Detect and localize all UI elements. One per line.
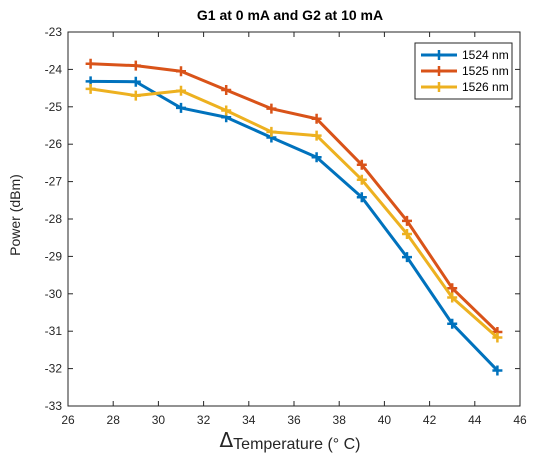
data-point-marker (356, 159, 367, 170)
legend-marker (434, 50, 444, 60)
y-tick-label: -23 (45, 25, 63, 39)
data-point-marker (85, 83, 96, 94)
plot-area: 26 28 30 32 34 36 38 40 42 44 46 -23 -24 -25 -26 -27 -28… (45, 25, 527, 427)
x-tick-label: 28 (107, 413, 121, 427)
data-point-marker (356, 174, 367, 185)
y-tick-label: -26 (45, 137, 63, 151)
data-point-marker (221, 84, 232, 95)
data-point-marker (130, 60, 141, 71)
x-tick-label: 38 (333, 413, 347, 427)
data-point-marker (176, 102, 186, 113)
data-point-marker (176, 85, 186, 96)
data-point-marker (447, 283, 458, 294)
y-tick-label: -31 (45, 324, 63, 338)
x-axis-label: ΔTemperature (° C) (219, 428, 360, 453)
data-point-marker (492, 365, 503, 376)
series-line (90, 87, 499, 339)
series-line (90, 62, 499, 334)
x-tick-label: 42 (423, 413, 437, 427)
legend-marker (434, 82, 444, 92)
x-axis-label-symbol: Δ (219, 428, 233, 452)
data-point-marker (311, 130, 322, 141)
chart-title: G1 at 0 mA and G2 at 10 mA (197, 7, 383, 23)
x-tick-label: 32 (197, 413, 211, 427)
data-point-marker (492, 332, 503, 343)
data-point-marker (221, 105, 232, 116)
x-tick-label: 44 (468, 413, 482, 427)
y-axis-label: Power (dBm) (7, 174, 23, 256)
x-tick-label: 36 (287, 413, 301, 427)
legend-label: 1525 nm (462, 64, 509, 78)
data-point-marker (311, 113, 322, 124)
x-axis-label-text: Temperature (° C) (233, 436, 360, 453)
data-point-marker (447, 318, 458, 329)
data-point-marker (311, 152, 322, 163)
legend-label: 1526 nm (462, 80, 509, 94)
data-point-marker (402, 228, 412, 239)
y-tick-label: -29 (45, 249, 63, 263)
y-tick-label: -24 (45, 62, 63, 76)
x-tick-label: 26 (61, 413, 75, 427)
y-tick-label: -33 (45, 399, 63, 413)
x-tick-label: 30 (152, 413, 166, 427)
y-tick-label: -27 (45, 175, 63, 189)
data-point-marker (402, 215, 412, 226)
y-tick-label: -32 (45, 362, 63, 376)
data-point-marker (130, 76, 141, 87)
data-point-marker (130, 90, 141, 101)
legend-marker (434, 66, 444, 76)
y-tick-label: -28 (45, 212, 63, 226)
data-point-marker (402, 252, 412, 263)
y-tick-label: -30 (45, 287, 63, 301)
series-line (90, 79, 499, 372)
data-point-marker (356, 192, 367, 203)
data-point-marker (176, 66, 186, 77)
data-point-marker (447, 292, 458, 303)
y-tick-label: -25 (45, 100, 63, 114)
x-tick-label: 46 (513, 413, 527, 427)
legend-label: 1524 nm (462, 48, 509, 62)
data-point-marker (266, 103, 277, 114)
x-tick-label: 34 (242, 413, 256, 427)
data-point-marker (85, 58, 96, 69)
x-tick-label: 40 (378, 413, 392, 427)
data-point-marker (266, 126, 277, 137)
